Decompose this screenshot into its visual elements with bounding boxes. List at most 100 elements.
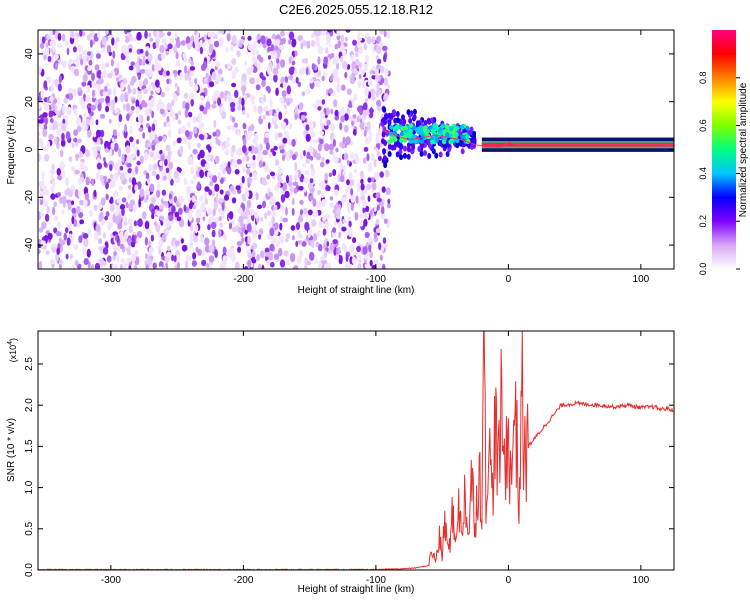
noise-blob (309, 78, 314, 84)
noise-blob (44, 116, 48, 126)
noise-blob (305, 133, 311, 142)
bottom-y-tick-label: 1.0 (24, 480, 35, 494)
noise-blob (138, 127, 144, 132)
noise-blob (176, 261, 180, 269)
noise-blob (379, 171, 385, 178)
noise-blob (268, 221, 272, 229)
noise-blob (282, 137, 288, 144)
noise-blob (257, 263, 262, 269)
noise-blob (82, 49, 88, 56)
noise-blob (210, 31, 216, 38)
noise-blob (382, 237, 387, 244)
noise-blob (337, 221, 343, 229)
signal-blob (395, 151, 400, 158)
noise-blob (147, 139, 151, 148)
signal-blob (382, 148, 387, 155)
noise-blob (320, 30, 327, 36)
noise-blob (322, 216, 326, 222)
noise-blob (279, 96, 285, 104)
noise-blob (125, 247, 131, 253)
noise-blob (367, 195, 371, 202)
noise-blob (155, 86, 161, 94)
noise-blob (320, 192, 325, 199)
noise-blob (148, 133, 154, 140)
noise-blob (215, 155, 220, 164)
noise-blob (91, 178, 95, 187)
noise-blob (226, 125, 232, 130)
noise-blob (60, 149, 64, 158)
noise-blob (79, 96, 84, 106)
noise-blob (208, 189, 213, 196)
noise-blob (188, 73, 192, 82)
noise-blob (119, 165, 124, 171)
noise-blob (58, 237, 63, 245)
signal-core-blob (393, 126, 398, 131)
noise-blob (212, 208, 216, 217)
signal-blob (401, 114, 405, 121)
noise-blob (352, 128, 357, 136)
noise-blob (196, 181, 201, 190)
noise-blob (152, 30, 157, 37)
noise-blob (38, 227, 44, 233)
noise-blob (244, 94, 248, 102)
noise-blob (269, 200, 273, 206)
noise-blob (315, 241, 319, 247)
noise-blob (75, 117, 82, 126)
noise-blob (182, 52, 187, 60)
noise-blob (73, 129, 79, 136)
noise-blob (101, 62, 106, 70)
noise-blob (132, 37, 137, 42)
noise-blob (159, 266, 163, 269)
noise-blob (120, 204, 126, 210)
noise-blob (273, 145, 278, 151)
noise-blob (142, 132, 146, 139)
noise-blob (373, 159, 377, 168)
noise-blob (237, 207, 243, 215)
noise-blob (275, 159, 280, 166)
noise-blob (220, 77, 224, 82)
noise-blob (229, 102, 236, 108)
noise-blob (121, 197, 127, 203)
signal-blob (381, 138, 385, 145)
top-x-tick-label: -100 (366, 274, 386, 285)
noise-blob (105, 211, 110, 217)
noise-blob (139, 188, 145, 198)
noise-blob (256, 49, 259, 56)
noise-blob (320, 111, 326, 119)
signal-blob (423, 120, 428, 126)
bottom-y-tick-label: 2.0 (24, 398, 35, 412)
noise-blob (270, 171, 275, 177)
noise-blob (97, 30, 101, 39)
bottom-y-tick-label: 0.5 (24, 521, 35, 535)
noise-blob (314, 37, 319, 46)
noise-blob (54, 136, 58, 145)
noise-blob (376, 45, 382, 55)
noise-blob (100, 72, 107, 79)
noise-blob (363, 146, 369, 152)
noise-blob (309, 195, 314, 201)
noise-blob (112, 254, 117, 261)
noise-blob (163, 121, 167, 128)
signal-blob (399, 143, 404, 150)
noise-blob (125, 201, 129, 209)
noise-blob (288, 56, 293, 65)
noise-blob (320, 180, 326, 190)
noise-blob (231, 220, 235, 225)
noise-blob (82, 246, 86, 255)
noise-blob (50, 174, 54, 181)
noise-blob (235, 185, 241, 191)
signal-track (380, 105, 674, 169)
noise-blob (247, 131, 253, 138)
signal-core-blob (453, 126, 458, 132)
noise-blob (61, 209, 65, 216)
noise-blob (85, 150, 91, 158)
noise-blob (337, 40, 342, 49)
signal-blob (412, 114, 417, 121)
noise-blob (204, 237, 210, 246)
signal-blob (434, 152, 439, 159)
noise-blob (357, 39, 361, 49)
noise-blob (66, 237, 71, 246)
noise-blob (48, 110, 54, 118)
noise-blob (93, 231, 99, 241)
noise-blob (302, 66, 305, 75)
